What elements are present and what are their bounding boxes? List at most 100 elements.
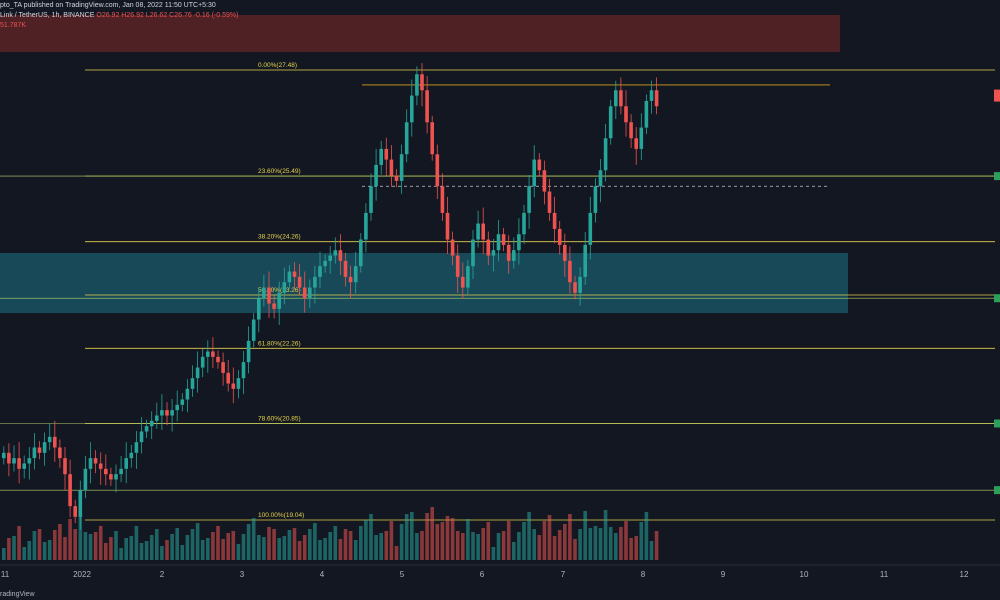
candle-body: [170, 410, 174, 416]
x-tick-label: 2: [160, 570, 165, 579]
volume-bar: [257, 535, 261, 560]
volume-bar: [425, 513, 429, 560]
volume-value: 51.787K: [0, 22, 27, 29]
volume-bar: [226, 533, 230, 560]
volume-bar: [328, 532, 332, 560]
x-tick-label: 10: [800, 570, 809, 579]
candle-body: [476, 223, 480, 240]
candle-body: [262, 287, 266, 299]
fib-label: 38.20%(24.26): [258, 234, 301, 241]
volume-bar: [160, 546, 164, 560]
volume-bar: [129, 536, 134, 560]
candle-body: [68, 474, 72, 507]
candle-body: [190, 378, 195, 389]
candle-body: [552, 212, 557, 229]
demand-zone: [0, 253, 848, 313]
candle-body: [573, 282, 577, 293]
candle-body: [236, 378, 241, 389]
candle-body: [506, 244, 511, 261]
candle-body: [318, 266, 322, 277]
volume-bar: [573, 539, 577, 560]
x-tick-label: 2022: [73, 570, 91, 579]
candle-body: [445, 212, 450, 240]
volume-bar: [389, 521, 394, 560]
candle-body: [629, 122, 633, 139]
candle-body: [333, 250, 338, 256]
volume-bar: [415, 533, 419, 560]
volume-bar: [78, 511, 83, 560]
candle-body: [512, 250, 516, 261]
volume-bar: [221, 539, 225, 560]
volume-bar: [231, 531, 236, 560]
volume-bar: [211, 532, 215, 560]
candle-body: [7, 452, 11, 464]
candle-body: [119, 468, 123, 475]
candle-body: [185, 388, 190, 400]
candle-body: [425, 90, 429, 123]
candle-body: [27, 458, 32, 464]
volume-bar: [491, 547, 496, 560]
volume-bar: [512, 542, 516, 560]
candle-body: [98, 463, 103, 469]
volume-bar: [17, 526, 21, 560]
volume-bar: [318, 540, 322, 560]
volume-bar: [537, 535, 542, 560]
volume-bar: [185, 535, 190, 560]
volume-bar: [134, 526, 139, 560]
volume-bar: [399, 524, 404, 560]
candle-body: [369, 186, 373, 213]
candle-body: [384, 148, 389, 160]
candle-body: [257, 298, 261, 320]
volume-bar: [282, 536, 287, 560]
volume-bar: [603, 510, 608, 560]
symbol-line: Link / TetherUS, 1h, BINANCE: [0, 12, 95, 19]
volume-bar: [364, 520, 368, 560]
candle-body: [134, 442, 139, 453]
volume-bar: [644, 512, 649, 560]
candle-body: [124, 458, 128, 469]
candle-body: [348, 276, 353, 283]
candle-body: [486, 239, 491, 256]
symbol-ohlc-line: Link / TetherUS, 1h, BINANCE O26.92 H26.…: [0, 12, 238, 19]
volume-bar: [124, 538, 128, 560]
volume-bar: [190, 529, 195, 560]
candle-body: [272, 303, 276, 309]
volume-bar: [63, 537, 67, 560]
volume-bar: [598, 528, 603, 560]
volume-bar: [522, 522, 526, 560]
volume-bar: [195, 523, 200, 560]
volume-bar: [450, 518, 455, 560]
fib-label: 78.60%(20.85): [258, 415, 301, 422]
header-band: [0, 15, 840, 52]
candle-body: [420, 74, 424, 91]
volume-bar: [343, 529, 348, 560]
volume-bar: [47, 540, 52, 560]
volume-bar: [272, 529, 276, 560]
candle-body: [379, 148, 383, 165]
volume-bar: [588, 528, 593, 560]
volume-bar: [466, 519, 470, 560]
candle-body: [598, 170, 603, 187]
candle-body: [593, 186, 598, 213]
candle-body: [83, 468, 88, 491]
volume-bar: [430, 507, 434, 560]
candle-body: [104, 468, 108, 475]
candle-body: [608, 106, 613, 139]
candle-body: [359, 239, 363, 267]
candle-body: [277, 292, 281, 309]
x-tick-label: 11: [880, 570, 889, 579]
volume-bar: [165, 540, 169, 560]
candle-body: [644, 100, 649, 128]
candle-body: [328, 255, 332, 261]
candle-body: [501, 234, 506, 245]
volume-bar: [246, 524, 251, 560]
candle-body: [532, 159, 536, 187]
candle-body: [313, 276, 317, 288]
candle-body: [287, 271, 292, 283]
volume-bar: [476, 534, 480, 560]
volume-bar: [2, 548, 6, 560]
candle-body: [129, 452, 134, 459]
candle-body: [221, 362, 225, 373]
x-tick-label: 4: [320, 570, 325, 579]
